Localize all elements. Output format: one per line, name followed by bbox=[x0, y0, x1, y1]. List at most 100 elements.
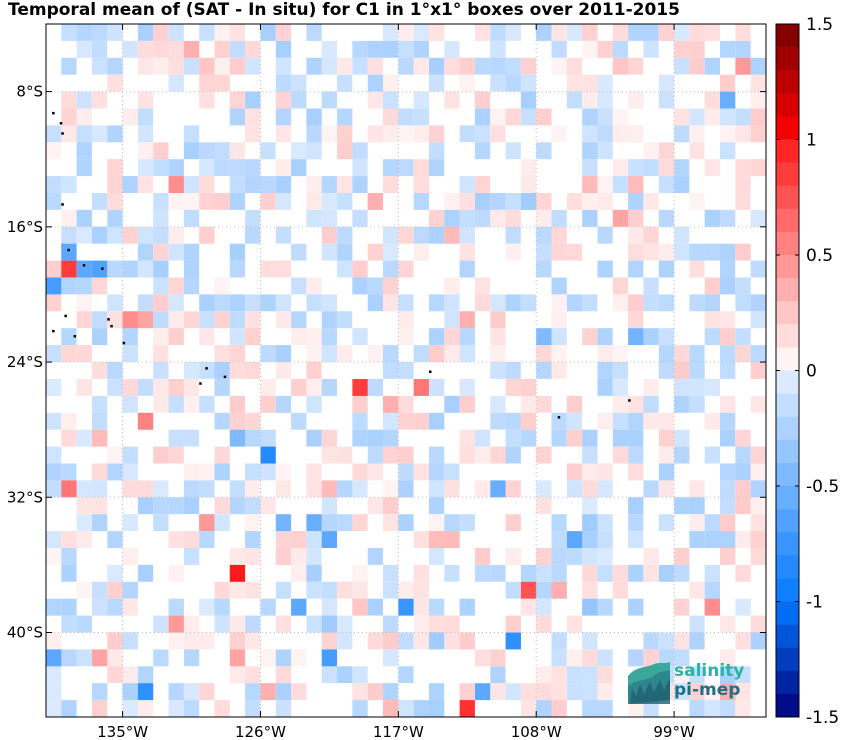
bg-cell bbox=[520, 226, 537, 244]
bg-cell bbox=[551, 243, 567, 261]
bg-cell bbox=[551, 446, 567, 464]
bg-cell bbox=[720, 40, 736, 58]
bg-cell bbox=[61, 108, 77, 126]
bg-cell bbox=[459, 632, 475, 650]
bg-cell bbox=[107, 598, 123, 616]
bg-cell bbox=[474, 91, 491, 109]
bg-cell bbox=[367, 311, 383, 329]
bg-cell bbox=[444, 497, 460, 515]
bg-cell bbox=[429, 683, 445, 701]
bg-cell bbox=[107, 531, 123, 548]
bg-cell bbox=[352, 548, 368, 565]
bg-cell bbox=[474, 615, 491, 633]
bg-cell bbox=[76, 159, 92, 177]
bg-cell bbox=[107, 311, 123, 329]
bg-cell bbox=[398, 480, 414, 498]
bg-cell bbox=[628, 260, 644, 278]
bg-cell bbox=[612, 40, 629, 58]
bg-cell bbox=[704, 683, 720, 701]
bg-cell bbox=[46, 497, 62, 515]
bg-cell bbox=[505, 91, 521, 109]
bg-cell bbox=[398, 446, 414, 464]
heatmap-cell bbox=[628, 176, 644, 193]
colorbar-segment bbox=[776, 278, 799, 302]
bg-cell bbox=[306, 277, 322, 295]
bg-cell bbox=[444, 294, 460, 312]
bg-cell bbox=[153, 40, 169, 58]
bg-cell bbox=[674, 379, 690, 396]
bg-cell bbox=[474, 142, 491, 160]
bg-cell bbox=[704, 581, 720, 599]
bg-cell bbox=[474, 446, 491, 464]
bg-cell bbox=[367, 294, 383, 312]
bg-cell bbox=[306, 294, 322, 312]
heatmap-cell bbox=[658, 209, 675, 227]
bg-cell bbox=[704, 615, 720, 633]
bg-cell bbox=[689, 412, 705, 430]
bg-cell bbox=[551, 209, 567, 227]
bg-cell bbox=[61, 209, 77, 227]
bg-cell bbox=[459, 379, 475, 396]
bg-cell bbox=[704, 193, 720, 210]
bg-cell bbox=[352, 480, 368, 498]
y-axis: 8°S 16°S 24°S 32°S 40°S bbox=[7, 83, 766, 641]
bg-cell bbox=[566, 666, 583, 684]
bg-cell bbox=[520, 159, 537, 177]
bg-cell bbox=[291, 142, 307, 160]
bg-cell bbox=[383, 260, 399, 278]
bg-cell bbox=[383, 24, 399, 41]
bg-cell bbox=[398, 683, 414, 701]
bg-cell bbox=[505, 243, 521, 261]
bg-cell bbox=[352, 514, 368, 532]
heatmap-cell bbox=[260, 446, 276, 464]
x-axis: 135°W 126°W 117°W 108°W 99°W bbox=[97, 24, 695, 740]
bg-cell bbox=[490, 91, 506, 109]
bg-cell bbox=[566, 193, 583, 210]
bg-cell bbox=[658, 362, 675, 379]
bg-cell bbox=[229, 548, 246, 565]
bg-cell bbox=[505, 548, 521, 565]
bg-cell bbox=[566, 429, 583, 447]
bg-cell bbox=[46, 379, 62, 396]
bg-cell bbox=[429, 446, 445, 464]
bg-cell bbox=[689, 497, 705, 515]
bg-cell bbox=[245, 311, 261, 329]
bg-cell bbox=[750, 108, 766, 126]
bg-cell bbox=[704, 91, 720, 109]
colorbar-segment bbox=[776, 301, 799, 325]
bg-cell bbox=[474, 564, 491, 582]
bg-cell bbox=[168, 125, 184, 143]
bg-cell bbox=[367, 345, 383, 362]
bg-cell bbox=[444, 209, 460, 227]
bg-cell bbox=[291, 243, 307, 261]
bg-cell bbox=[429, 159, 445, 177]
bg-cell bbox=[612, 125, 629, 143]
bg-cell bbox=[490, 564, 506, 582]
bg-cell bbox=[674, 24, 690, 41]
bg-cell bbox=[582, 581, 598, 599]
bg-cell bbox=[383, 345, 399, 362]
bg-cell bbox=[61, 412, 77, 430]
bg-cell bbox=[383, 74, 399, 92]
bg-cell bbox=[582, 429, 598, 447]
bg-cell bbox=[413, 159, 429, 177]
bg-cell bbox=[107, 649, 123, 667]
bg-cell bbox=[214, 666, 230, 684]
bg-cell bbox=[750, 666, 766, 684]
bg-cell bbox=[352, 429, 368, 447]
bg-cell bbox=[46, 463, 62, 481]
bg-cell bbox=[367, 125, 383, 143]
bg-cell bbox=[505, 446, 521, 464]
bg-cell bbox=[720, 243, 736, 261]
bg-cell bbox=[490, 362, 506, 379]
bg-cell bbox=[367, 429, 383, 447]
bg-cell bbox=[398, 514, 414, 532]
bg-cell bbox=[444, 328, 460, 346]
colorbar-tick-label: -1.5 bbox=[806, 708, 839, 728]
bg-cell bbox=[275, 649, 292, 667]
bg-cell bbox=[658, 345, 675, 362]
bg-cell bbox=[444, 91, 460, 109]
bg-cell bbox=[474, 700, 491, 717]
bg-cell bbox=[720, 311, 736, 329]
bg-cell bbox=[321, 328, 337, 346]
